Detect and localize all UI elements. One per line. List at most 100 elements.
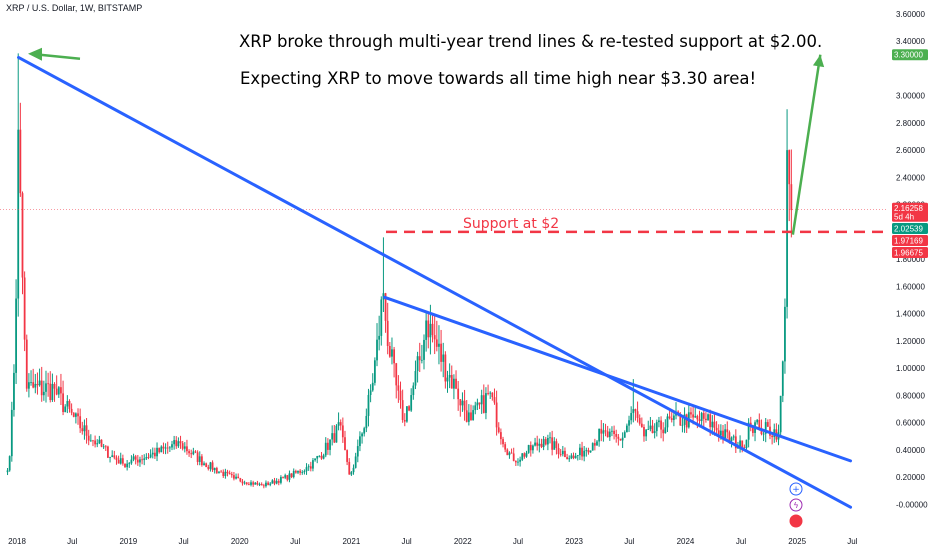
candle: [493, 388, 496, 405]
candle: [660, 416, 662, 439]
candle: [369, 384, 372, 403]
candle: [702, 408, 705, 427]
candle: [64, 404, 67, 413]
candle: [151, 447, 154, 459]
x-tick-label: 2025: [788, 537, 806, 546]
candle: [326, 438, 329, 455]
candle: [519, 456, 522, 467]
x-tick-label: Jul: [401, 537, 411, 546]
candle: [10, 401, 13, 462]
support-line: [0, 209, 888, 234]
lightning-icon[interactable]: [789, 498, 803, 512]
candle: [139, 456, 141, 467]
y-axis: 3.60000 3.40000 3.00000 2.80000 2.60000 2.400…: [896, 10, 928, 510]
candle: [418, 342, 421, 373]
candle: [717, 424, 720, 442]
candle: [141, 454, 143, 465]
annotation-line-2: Expecting XRP to move towards all time h…: [240, 69, 756, 88]
candle: [164, 443, 167, 455]
price-tag-label: 1.97169: [894, 236, 923, 245]
candle: [512, 447, 515, 462]
candle: [762, 431, 765, 442]
y-tick-label: 0.80000: [896, 391, 925, 400]
candle: [47, 372, 50, 397]
ath-arrow-head: [28, 47, 42, 61]
candle: [662, 422, 665, 442]
candle: [726, 421, 729, 439]
candle: [94, 435, 97, 448]
candle: [209, 461, 212, 472]
candle: [444, 351, 447, 389]
plus-icon[interactable]: [789, 482, 803, 496]
candle: [66, 395, 69, 414]
candle: [465, 400, 468, 423]
candle: [98, 435, 101, 445]
candle: [542, 436, 545, 451]
y-tick-label: 1.00000: [896, 364, 925, 373]
candle: [89, 434, 92, 442]
candle: [781, 360, 784, 403]
candle: [651, 419, 654, 434]
candle: [292, 468, 295, 479]
candle: [553, 437, 556, 450]
candle: [109, 456, 111, 463]
candle: [154, 447, 156, 459]
candle: [51, 373, 54, 402]
y-tick-label: 3.60000: [896, 10, 925, 19]
candle: [611, 426, 613, 437]
candle: [134, 454, 137, 465]
flag-icon[interactable]: [789, 514, 803, 528]
candle: [320, 451, 323, 460]
candle: [119, 452, 122, 465]
candle: [344, 430, 346, 451]
candle: [363, 426, 366, 437]
candle: [288, 470, 291, 483]
candle: [401, 389, 404, 423]
candle: [649, 416, 652, 432]
candle: [258, 482, 261, 487]
candle: [408, 405, 410, 412]
candle: [23, 271, 26, 352]
candle: [440, 329, 442, 372]
candle: [395, 362, 398, 399]
candle: [705, 412, 707, 423]
candle: [485, 387, 487, 420]
y-tick-label: 0.60000: [896, 419, 925, 428]
candle: [499, 428, 502, 445]
candle: [376, 323, 378, 367]
candle: [604, 423, 607, 437]
candle: [179, 435, 182, 449]
price-tag-label: 2.16258: [894, 204, 923, 213]
candle: [540, 438, 543, 449]
candle: [277, 478, 280, 486]
candle: [318, 455, 321, 458]
candle: [448, 363, 451, 389]
candle: [57, 386, 60, 398]
candle: [126, 459, 129, 471]
trend-line-1: [17, 55, 853, 509]
candle: [62, 380, 64, 416]
y-tick-label: 1.60000: [896, 282, 925, 291]
candle: [273, 477, 276, 486]
candle: [414, 360, 417, 390]
candle: [700, 411, 703, 427]
candle: [188, 449, 190, 457]
candle: [388, 341, 391, 358]
candle: [335, 424, 338, 443]
candle: [241, 479, 244, 486]
candle: [68, 399, 71, 413]
x-tick-label: 2018: [8, 537, 26, 546]
candle: [192, 447, 195, 456]
candle: [786, 109, 788, 319]
candle: [546, 434, 549, 451]
candle: [55, 375, 58, 396]
candle: [557, 443, 560, 459]
symbol-header: XRP / U.S. Dollar, 1W, BITSTAMP: [6, 3, 142, 13]
candle: [356, 439, 359, 463]
candle: [779, 395, 782, 437]
candle: [303, 469, 306, 475]
candle: [544, 436, 547, 446]
